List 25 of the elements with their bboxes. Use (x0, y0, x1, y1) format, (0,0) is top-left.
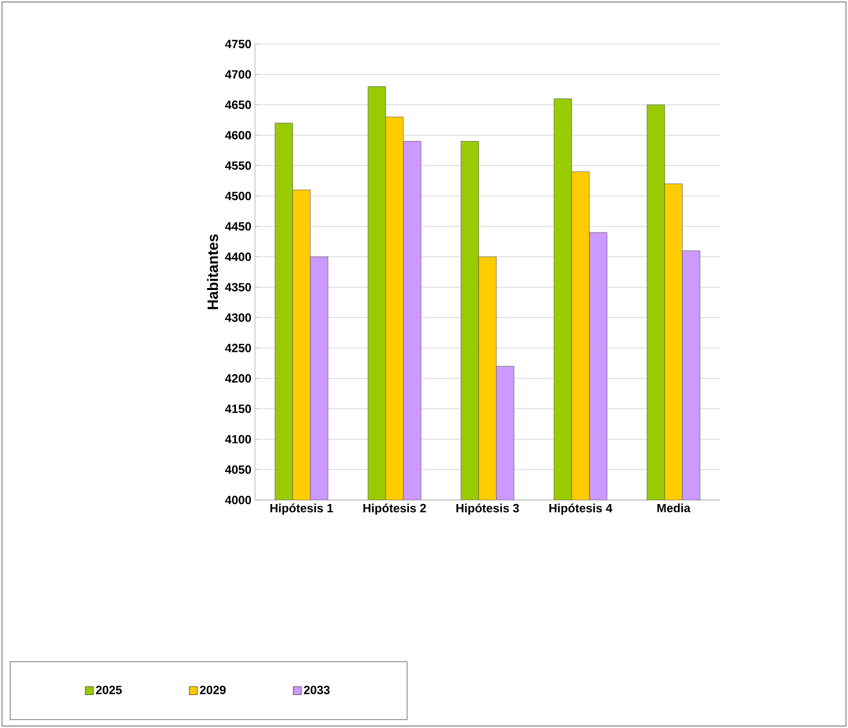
y-tick-label: 4650 (225, 100, 251, 110)
y-tick-label: 4100 (225, 434, 251, 444)
y-tick-label: 4350 (225, 282, 251, 292)
y-tick-label: 4700 (225, 70, 251, 79)
y-tick-label: 4400 (225, 252, 251, 262)
y-tick-label: 4300 (225, 313, 251, 322)
x-tick-label: Hipótesis 3 (456, 504, 519, 515)
x-tick-label: Hipótesis 4 (549, 504, 612, 515)
y-tick-label: 4150 (225, 404, 251, 414)
y-tick-label: 4550 (225, 161, 251, 170)
legend-label: 2029 (200, 686, 226, 694)
legend-label: 2025 (96, 686, 122, 694)
y-tick-label: 4600 (225, 130, 251, 140)
y-tick-label: 4250 (225, 344, 251, 352)
y-tick-label: 4500 (225, 192, 251, 200)
y-tick-label: 4200 (225, 374, 251, 383)
y-tick-label: 4750 (225, 40, 251, 48)
y-tick-label: 4000 (225, 496, 251, 504)
legend-label: 2033 (304, 686, 330, 694)
y-tick-label: 4050 (225, 465, 251, 474)
y-axis-title: Habitantes (207, 234, 218, 310)
y-tick-label: 4450 (225, 222, 251, 231)
x-tick-label: Hipótesis 1 (270, 504, 334, 515)
x-tick-label: Hipótesis 2 (363, 504, 426, 515)
x-tick-label: Media (657, 504, 691, 512)
